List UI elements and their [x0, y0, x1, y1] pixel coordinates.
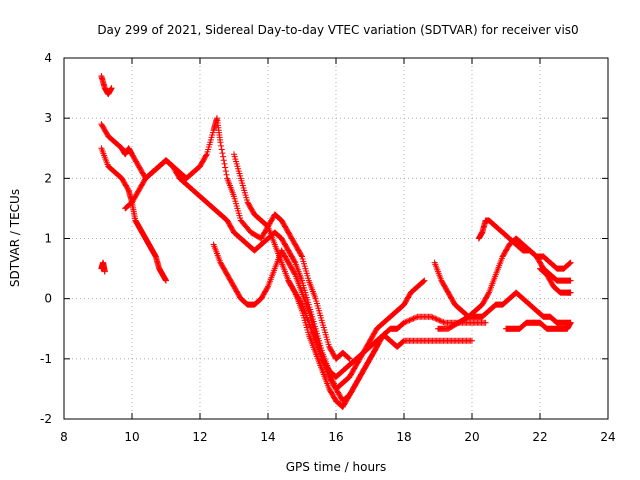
data-point-marker	[345, 355, 352, 362]
data-point-marker	[402, 319, 409, 326]
data-point-marker	[101, 268, 108, 275]
x-tick-label: 12	[192, 430, 207, 444]
x-tick-label: 22	[532, 430, 547, 444]
data-point-marker	[405, 317, 412, 324]
x-tick-label: 24	[600, 430, 615, 444]
data-point-marker	[222, 168, 229, 175]
y-tick-label: 1	[44, 232, 52, 246]
data-point-marker	[567, 289, 574, 296]
data-point-marker	[218, 142, 225, 149]
data-point-marker	[433, 316, 440, 323]
data-point-marker	[485, 290, 492, 297]
data-point-marker	[345, 354, 352, 361]
data-point-marker	[217, 139, 224, 146]
data-point-marker	[420, 278, 427, 285]
series-track-a	[98, 73, 115, 98]
x-tick-label: 18	[396, 430, 411, 444]
data-point-marker	[346, 355, 353, 362]
data-point-marker	[410, 315, 417, 322]
series-track-k	[503, 319, 574, 332]
data-point-marker	[440, 319, 447, 326]
data-point-marker	[219, 150, 226, 157]
data-point-marker	[482, 319, 489, 326]
chart-title: Day 299 of 2021, Sidereal Day-to-day VTE…	[97, 23, 578, 37]
data-point-marker	[264, 284, 271, 291]
data-point-marker	[403, 318, 410, 325]
data-point-marker	[413, 314, 420, 321]
data-point-marker	[436, 317, 443, 324]
data-point-marker	[221, 160, 228, 167]
data-point-marker	[401, 319, 407, 326]
series-track-g	[285, 277, 475, 380]
data-point-marker	[430, 314, 437, 321]
series-track-l	[537, 265, 574, 296]
y-tick-label: -1	[40, 352, 52, 366]
data-point-marker	[428, 313, 435, 320]
y-tick-label: -2	[40, 412, 52, 426]
data-point-marker	[567, 259, 574, 266]
series-track-m	[98, 259, 108, 275]
data-point-marker	[567, 319, 574, 326]
series-track-d	[122, 157, 380, 404]
data-point-marker	[429, 314, 436, 321]
data-point-marker	[203, 152, 210, 159]
data-point-marker	[220, 157, 227, 164]
data-point-marker	[411, 314, 418, 321]
data-point-marker	[222, 164, 229, 171]
data-point-marker	[220, 153, 227, 160]
data-points	[98, 73, 574, 410]
axis-ticks	[63, 57, 609, 420]
data-point-marker	[298, 252, 305, 259]
data-point-marker	[421, 277, 428, 284]
data-point-marker	[223, 171, 230, 178]
y-tick-label: 4	[44, 51, 52, 65]
data-point-marker	[432, 315, 439, 322]
x-tick-labels: 8 10 12 14 16 18 20 22 24	[60, 430, 615, 444]
data-point-marker	[566, 260, 573, 267]
y-tick-label: 3	[44, 111, 52, 125]
data-point-marker	[407, 316, 414, 323]
x-axis-label: GPS time / hours	[286, 460, 387, 474]
y-tick-label: 0	[44, 292, 52, 306]
x-tick-label: 14	[260, 430, 275, 444]
y-tick-label: 2	[44, 171, 52, 185]
y-tick-labels: -2 -1 0 1 2 3 4	[40, 51, 52, 426]
data-point-marker	[420, 278, 427, 285]
data-point-marker	[399, 338, 406, 345]
series-track-j	[475, 217, 574, 272]
data-point-marker	[163, 277, 169, 284]
data-point-marker	[409, 316, 416, 323]
x-tick-label: 10	[124, 430, 139, 444]
grid-lines	[64, 58, 608, 419]
data-point-marker	[435, 316, 441, 323]
data-point-marker	[406, 317, 413, 324]
x-tick-label: 16	[328, 430, 343, 444]
data-point-marker	[566, 260, 573, 267]
series-track-h	[431, 259, 574, 326]
data-point-marker	[291, 270, 298, 277]
data-point-marker	[218, 146, 225, 153]
data-point-marker	[439, 318, 446, 325]
data-point-marker	[298, 300, 305, 307]
data-point-marker	[567, 277, 574, 284]
data-point-marker	[108, 85, 115, 92]
data-point-marker	[291, 258, 298, 265]
data-point-marker	[263, 222, 270, 229]
x-tick-label: 20	[464, 430, 479, 444]
y-axis-label: SDTVAR / TECUs	[8, 189, 22, 287]
data-point-marker	[469, 337, 475, 344]
data-point-marker	[437, 317, 444, 324]
x-tick-label: 8	[60, 430, 68, 444]
